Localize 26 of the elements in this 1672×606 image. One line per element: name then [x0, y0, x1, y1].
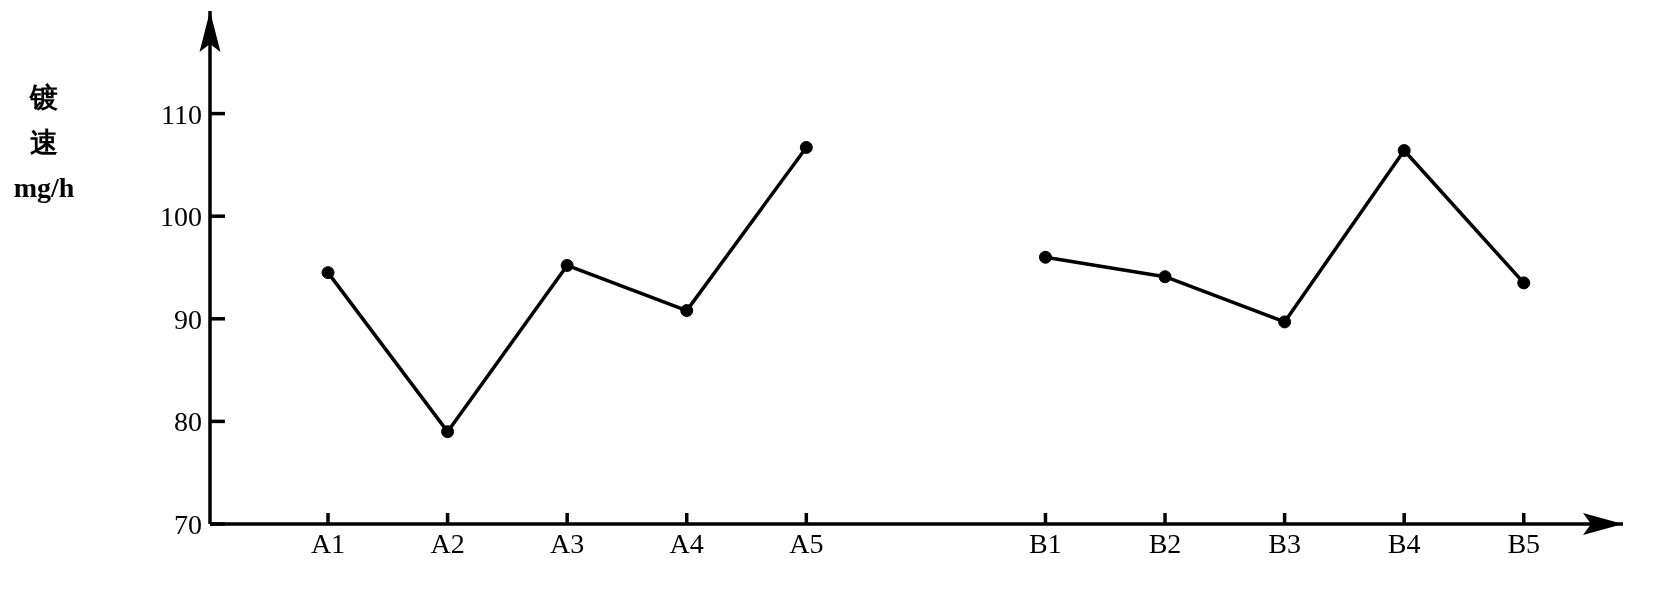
point	[1397, 144, 1411, 158]
x-tick-label: B1	[1029, 527, 1062, 559]
x-tick-label: A1	[310, 527, 346, 559]
point	[680, 304, 694, 318]
x-tick-label: A4	[669, 527, 704, 559]
x-tick-label: B4	[1387, 527, 1421, 559]
point	[321, 266, 335, 280]
x-tick-label: B2	[1148, 527, 1182, 559]
point	[799, 140, 813, 154]
y-tick-label: 80	[174, 406, 202, 438]
y-tick-label: 100	[160, 201, 202, 233]
point	[1517, 276, 1531, 290]
point	[1038, 250, 1052, 264]
y-tick-label: 110	[161, 98, 202, 130]
y-axis-title: 镀速mg/h	[13, 82, 75, 203]
point	[1278, 315, 1292, 329]
point	[560, 258, 574, 272]
x-tick-label: A5	[789, 527, 824, 559]
y-tick-label: 70	[174, 508, 202, 540]
x-tick-label: B3	[1268, 527, 1301, 559]
x-tick-label: A3	[550, 527, 585, 559]
point	[1158, 270, 1172, 284]
x-tick-label: B5	[1507, 527, 1541, 559]
point	[441, 425, 455, 439]
x-tick-label: A2	[430, 527, 465, 559]
y-tick-label: 90	[174, 303, 202, 335]
